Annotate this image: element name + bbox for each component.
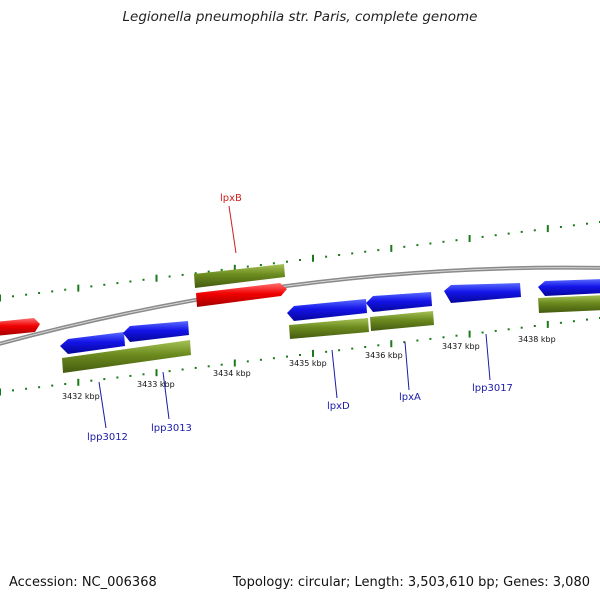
cds-box-lpxB[interactable] bbox=[194, 264, 285, 288]
gene-label-lpxB[interactable]: lpxB bbox=[220, 193, 242, 204]
lower-tick-ring bbox=[0, 317, 600, 396]
gene-arrow-lpp3012[interactable] bbox=[60, 332, 125, 354]
ruler-label-3435: 3435 kbp bbox=[289, 359, 327, 368]
gene-label-lpp3012[interactable]: lpp3012 bbox=[87, 432, 128, 443]
leader-lpxA bbox=[404, 341, 410, 391]
gene-arrow-right-edge[interactable] bbox=[538, 279, 600, 296]
cds-box-lpp3012-3013[interactable] bbox=[62, 340, 191, 373]
ruler-label-3437: 3437 kbp bbox=[442, 342, 480, 351]
cds-box-lpxD[interactable] bbox=[289, 318, 369, 339]
cds-box-lpxA[interactable] bbox=[370, 311, 434, 331]
ruler-label-3433: 3433 kbp bbox=[137, 380, 175, 389]
gene-arrow-lpxB[interactable] bbox=[196, 283, 287, 307]
gene-label-lpp3017[interactable]: lpp3017 bbox=[472, 383, 513, 394]
accession-text: Accession: NC_006368 bbox=[9, 575, 157, 590]
gene-label-lpp3013[interactable]: lpp3013 bbox=[151, 423, 192, 434]
ruler-label-3436: 3436 kbp bbox=[365, 351, 403, 360]
gene-arrow-lpp3013[interactable] bbox=[123, 321, 189, 342]
cds-box-right-edge[interactable] bbox=[538, 295, 600, 313]
gene-arrow-lpxD[interactable] bbox=[287, 299, 367, 321]
gene-label-lpxA[interactable]: lpxA bbox=[399, 392, 421, 403]
genome-summary-text: Topology: circular; Length: 3,503,610 bp… bbox=[232, 575, 590, 590]
map-title: Legionella pneumophila str. Paris, compl… bbox=[122, 9, 478, 25]
ruler-label-3434: 3434 kbp bbox=[213, 369, 251, 378]
gene-arrow-left-edge[interactable] bbox=[0, 318, 40, 336]
upper-tick-ring bbox=[0, 221, 600, 302]
leader-lpxB bbox=[228, 205, 237, 254]
ruler-label-3438: 3438 kbp bbox=[518, 335, 556, 344]
leader-lpp3012 bbox=[98, 381, 107, 429]
gene-arrow-lpxA[interactable] bbox=[366, 292, 432, 312]
leader-lpp3017 bbox=[485, 333, 491, 381]
gene-label-lpxD[interactable]: lpxD bbox=[327, 401, 350, 412]
leader-lpp3013 bbox=[162, 371, 170, 420]
gene-arrow-lpp3017[interactable] bbox=[444, 283, 521, 303]
ruler-label-3432: 3432 kbp bbox=[62, 392, 100, 401]
leader-lpxD bbox=[331, 349, 338, 399]
